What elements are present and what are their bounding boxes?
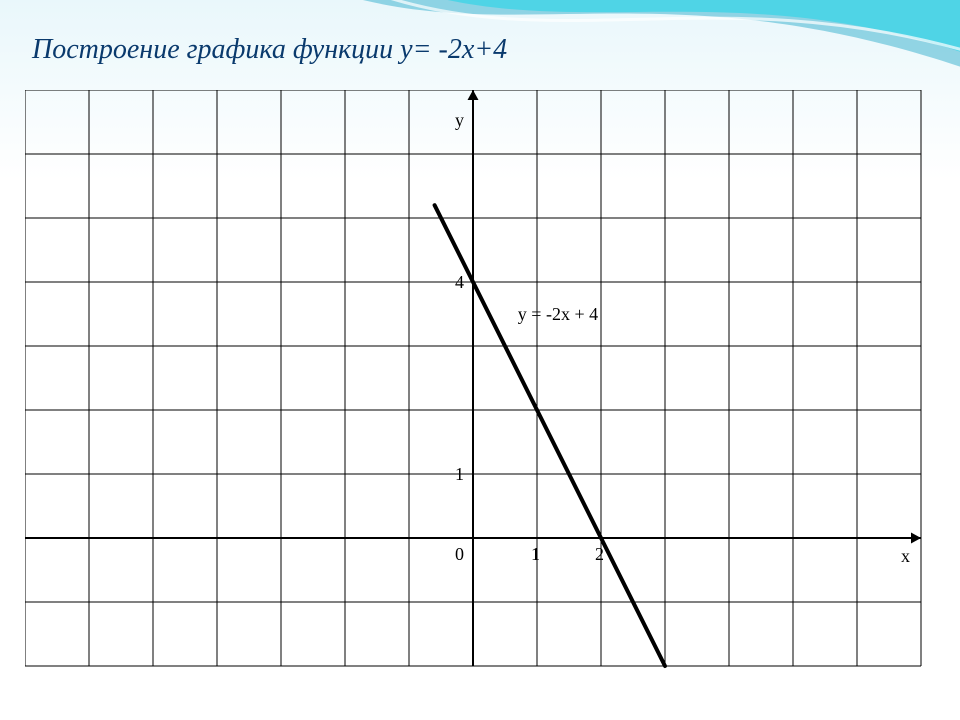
equation-label: y = -2x + 4: [518, 304, 598, 324]
y-axis-label: y: [455, 110, 464, 130]
slide-title: Построение графика функции y= -2x+4: [32, 34, 507, 66]
origin-label: 0: [455, 544, 464, 564]
x-tick-label: 2: [595, 544, 604, 564]
y-axis-arrow: [468, 90, 479, 100]
function-line: [435, 205, 665, 666]
y-tick-label: 4: [455, 272, 464, 292]
x-tick-label: 1: [531, 544, 540, 564]
chart-svg: y x 0 1 2 1 4 y = -2x + 4: [25, 90, 935, 690]
y-tick-label: 1: [455, 464, 464, 484]
slide: Построение графика функции y= -2x+4 y x 0 1…: [0, 0, 960, 720]
function-chart: y x 0 1 2 1 4 y = -2x + 4: [25, 90, 935, 690]
x-axis-arrow: [911, 533, 921, 544]
x-axis-label: x: [901, 546, 910, 566]
